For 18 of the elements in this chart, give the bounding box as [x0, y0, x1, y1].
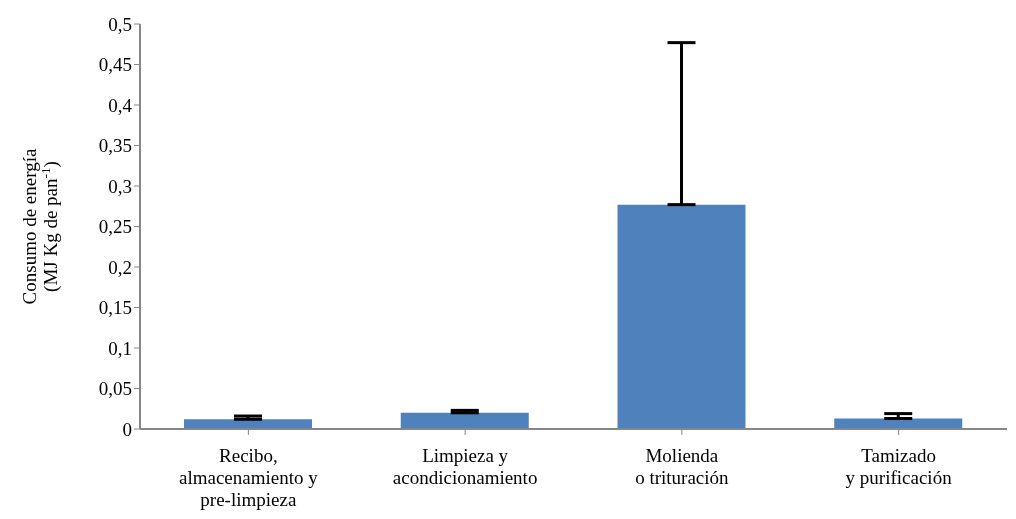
- bar: [617, 204, 746, 429]
- y-tick-label: 0,05: [98, 378, 132, 400]
- y-tick-label: 0: [122, 418, 132, 440]
- y-tick-label: 0,1: [108, 337, 132, 359]
- x-tick-label: Tamizado y purificación: [845, 445, 953, 488]
- y-tick-label: 0,25: [98, 216, 132, 238]
- bar: [400, 412, 529, 429]
- x-tick-label: Molienda o trituración: [635, 445, 730, 488]
- y-tick-label: 0,15: [98, 297, 132, 319]
- y-tick-label: 0,2: [108, 256, 132, 278]
- y-tick-label: 0,35: [98, 135, 132, 157]
- bar: [834, 418, 963, 429]
- x-tick-label: Recibo, almacenamiento y pre-limpieza: [179, 445, 319, 510]
- x-tick-label: Limpieza y acondicionamiento: [392, 445, 538, 488]
- y-tick-label: 0,5: [108, 13, 132, 35]
- y-tick-label: 0,45: [98, 54, 132, 76]
- y-tick-label: 0,3: [108, 175, 132, 197]
- y-tick-label: 0,4: [108, 94, 133, 116]
